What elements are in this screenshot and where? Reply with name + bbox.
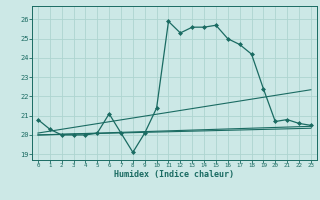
X-axis label: Humidex (Indice chaleur): Humidex (Indice chaleur) (115, 170, 234, 179)
